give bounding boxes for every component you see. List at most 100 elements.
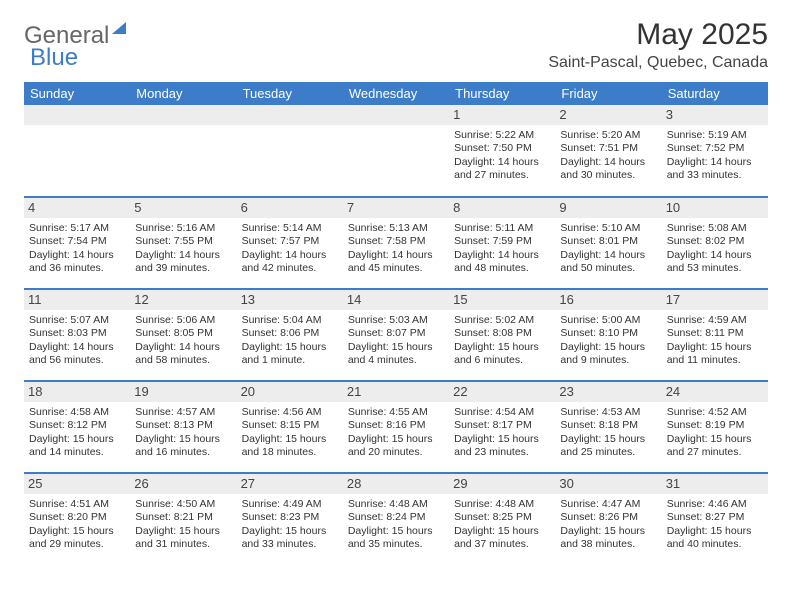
calendar-week-row: 11Sunrise: 5:07 AMSunset: 8:03 PMDayligh… bbox=[24, 289, 768, 381]
sunset-text: Sunset: 8:07 PM bbox=[348, 327, 444, 340]
sunrise-text: Sunrise: 5:11 AM bbox=[454, 222, 550, 235]
calendar-day-cell: 31Sunrise: 4:46 AMSunset: 8:27 PMDayligh… bbox=[662, 473, 768, 565]
sunrise-text: Sunrise: 4:55 AM bbox=[348, 406, 444, 419]
day-number: 6 bbox=[237, 198, 343, 218]
sunset-text: Sunset: 8:21 PM bbox=[135, 511, 231, 524]
calendar-day-cell: 26Sunrise: 4:50 AMSunset: 8:21 PMDayligh… bbox=[130, 473, 236, 565]
calendar-page: General May 2025 Saint-Pascal, Quebec, C… bbox=[0, 0, 792, 583]
sunrise-text: Sunrise: 5:08 AM bbox=[667, 222, 763, 235]
calendar-day-cell: 13Sunrise: 5:04 AMSunset: 8:06 PMDayligh… bbox=[237, 289, 343, 381]
sunset-text: Sunset: 8:18 PM bbox=[560, 419, 656, 432]
day-number bbox=[130, 105, 236, 125]
day-number: 16 bbox=[555, 290, 661, 310]
daylight-text: Daylight: 15 hours and 38 minutes. bbox=[560, 525, 656, 551]
sunrise-text: Sunrise: 5:22 AM bbox=[454, 129, 550, 142]
calendar-day-cell: 2Sunrise: 5:20 AMSunset: 7:51 PMDaylight… bbox=[555, 105, 661, 197]
day-number bbox=[343, 105, 449, 125]
sunrise-text: Sunrise: 4:52 AM bbox=[667, 406, 763, 419]
sunset-text: Sunset: 7:55 PM bbox=[135, 235, 231, 248]
sunrise-text: Sunrise: 4:53 AM bbox=[560, 406, 656, 419]
calendar-day-cell: 27 Sunrise: 4:49 AMSunset: 8:23 PMDayligh… bbox=[237, 473, 343, 565]
calendar-day-cell: 7Sunrise: 5:13 AMSunset: 7:58 PMDaylight… bbox=[343, 197, 449, 289]
calendar-day-cell: 14Sunrise: 5:03 AMSunset: 8:07 PMDayligh… bbox=[343, 289, 449, 381]
sunrise-text: Sunrise: 4:50 AM bbox=[135, 498, 231, 511]
sunrise-text: Sunrise: 5:10 AM bbox=[560, 222, 656, 235]
location-label: Saint-Pascal, Quebec, Canada bbox=[548, 54, 768, 72]
daylight-text: Daylight: 14 hours and 42 minutes. bbox=[242, 249, 338, 275]
day-number: 27 bbox=[237, 474, 343, 494]
daylight-text: Daylight: 15 hours and 4 minutes. bbox=[348, 341, 444, 367]
calendar-table: Sunday Monday Tuesday Wednesday Thursday… bbox=[24, 82, 768, 565]
daylight-text: Daylight: 15 hours and 37 minutes. bbox=[454, 525, 550, 551]
calendar-day-cell: 4Sunrise: 5:17 AMSunset: 7:54 PMDaylight… bbox=[24, 197, 130, 289]
daylight-text: Daylight: 15 hours and 18 minutes. bbox=[242, 433, 338, 459]
daylight-text: Daylight: 15 hours and 31 minutes. bbox=[135, 525, 231, 551]
sunset-text: Sunset: 8:08 PM bbox=[454, 327, 550, 340]
sunrise-text: Sunrise: 4:51 AM bbox=[29, 498, 125, 511]
sunset-text: Sunset: 7:59 PM bbox=[454, 235, 550, 248]
daylight-text: Daylight: 15 hours and 9 minutes. bbox=[560, 341, 656, 367]
sunset-text: Sunset: 8:12 PM bbox=[29, 419, 125, 432]
sunset-text: Sunset: 8:24 PM bbox=[348, 511, 444, 524]
calendar-day-cell bbox=[130, 105, 236, 197]
daylight-text: Daylight: 14 hours and 45 minutes. bbox=[348, 249, 444, 275]
day-number: 14 bbox=[343, 290, 449, 310]
sunset-text: Sunset: 8:05 PM bbox=[135, 327, 231, 340]
daylight-text: Daylight: 15 hours and 27 minutes. bbox=[667, 433, 763, 459]
daylight-text: Daylight: 15 hours and 33 minutes. bbox=[242, 525, 338, 551]
calendar-day-cell: 20Sunrise: 4:56 AMSunset: 8:15 PMDayligh… bbox=[237, 381, 343, 473]
sunset-text: Sunset: 8:23 PM bbox=[242, 511, 338, 524]
day-number: 7 bbox=[343, 198, 449, 218]
day-number: 8 bbox=[449, 198, 555, 218]
daylight-text: Daylight: 14 hours and 30 minutes. bbox=[560, 156, 656, 182]
calendar-day-cell: 15Sunrise: 5:02 AMSunset: 8:08 PMDayligh… bbox=[449, 289, 555, 381]
sunset-text: Sunset: 8:06 PM bbox=[242, 327, 338, 340]
sunrise-text: Sunrise: 4:46 AM bbox=[667, 498, 763, 511]
daylight-text: Daylight: 14 hours and 58 minutes. bbox=[135, 341, 231, 367]
daylight-text: Daylight: 14 hours and 33 minutes. bbox=[667, 156, 763, 182]
day-number: 15 bbox=[449, 290, 555, 310]
calendar-day-cell: 11Sunrise: 5:07 AMSunset: 8:03 PMDayligh… bbox=[24, 289, 130, 381]
day-number: 24 bbox=[662, 382, 768, 402]
sunset-text: Sunset: 8:19 PM bbox=[667, 419, 763, 432]
logo-triangle-icon bbox=[112, 22, 126, 34]
daylight-text: Daylight: 14 hours and 50 minutes. bbox=[560, 249, 656, 275]
calendar-day-cell: 10Sunrise: 5:08 AMSunset: 8:02 PMDayligh… bbox=[662, 197, 768, 289]
daylight-text: Daylight: 15 hours and 6 minutes. bbox=[454, 341, 550, 367]
weekday-header-row: Sunday Monday Tuesday Wednesday Thursday… bbox=[24, 82, 768, 105]
sunrise-text: Sunrise: 5:17 AM bbox=[29, 222, 125, 235]
weekday-header: Thursday bbox=[449, 82, 555, 105]
calendar-day-cell: 24 Sunrise: 4:52 AMSunset: 8:19 PMDayligh… bbox=[662, 381, 768, 473]
weekday-header: Monday bbox=[130, 82, 236, 105]
sunset-text: Sunset: 7:52 PM bbox=[667, 142, 763, 155]
day-number bbox=[24, 105, 130, 125]
sunrise-text: Sunrise: 4:49 AM bbox=[242, 498, 338, 511]
calendar-week-row: 25Sunrise: 4:51 AMSunset: 8:20 PMDayligh… bbox=[24, 473, 768, 565]
day-number: 10 bbox=[662, 198, 768, 218]
calendar-day-cell bbox=[343, 105, 449, 197]
calendar-day-cell: 22Sunrise: 4:54 AMSunset: 8:17 PMDayligh… bbox=[449, 381, 555, 473]
calendar-day-cell bbox=[237, 105, 343, 197]
calendar-day-cell: 16Sunrise: 5:00 AMSunset: 8:10 PMDayligh… bbox=[555, 289, 661, 381]
sunrise-text: Sunrise: 4:57 AM bbox=[135, 406, 231, 419]
sunrise-text: Sunrise: 4:59 AM bbox=[667, 314, 763, 327]
day-number: 11 bbox=[24, 290, 130, 310]
calendar-day-cell: 1Sunrise: 5:22 AMSunset: 7:50 PMDaylight… bbox=[449, 105, 555, 197]
sunset-text: Sunset: 7:58 PM bbox=[348, 235, 444, 248]
sunset-text: Sunset: 7:50 PM bbox=[454, 142, 550, 155]
calendar-day-cell: 29Sunrise: 4:48 AMSunset: 8:25 PMDayligh… bbox=[449, 473, 555, 565]
sunrise-text: Sunrise: 5:04 AM bbox=[242, 314, 338, 327]
sunrise-text: Sunrise: 4:58 AM bbox=[29, 406, 125, 419]
day-number: 30 bbox=[555, 474, 661, 494]
day-number: 29 bbox=[449, 474, 555, 494]
calendar-day-cell: 5Sunrise: 5:16 AMSunset: 7:55 PMDaylight… bbox=[130, 197, 236, 289]
header: General May 2025 Saint-Pascal, Quebec, C… bbox=[24, 18, 768, 72]
daylight-text: Daylight: 15 hours and 11 minutes. bbox=[667, 341, 763, 367]
sunrise-text: Sunrise: 4:47 AM bbox=[560, 498, 656, 511]
sunrise-text: Sunrise: 4:48 AM bbox=[348, 498, 444, 511]
day-number: 13 bbox=[237, 290, 343, 310]
sunset-text: Sunset: 8:16 PM bbox=[348, 419, 444, 432]
sunrise-text: Sunrise: 5:19 AM bbox=[667, 129, 763, 142]
sunrise-text: Sunrise: 4:54 AM bbox=[454, 406, 550, 419]
sunset-text: Sunset: 7:57 PM bbox=[242, 235, 338, 248]
